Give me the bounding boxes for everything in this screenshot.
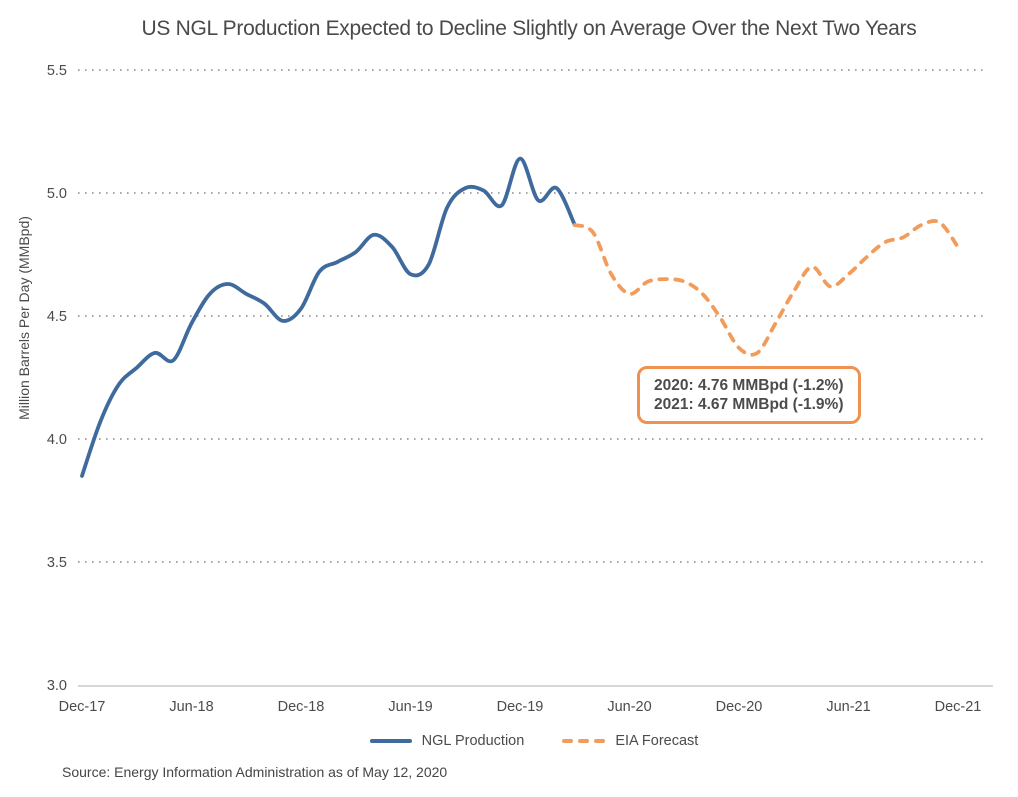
legend-item-eia-forecast: EIA Forecast — [562, 733, 698, 749]
y-tick-label: 4.0 — [47, 432, 67, 448]
legend-swatch-solid-line-icon — [369, 739, 412, 743]
y-tick-label: 3.5 — [47, 555, 67, 571]
ngl-production-line — [80, 156, 577, 478]
y-tick-label: 5.0 — [47, 186, 67, 202]
x-tick-label: Jun-18 — [169, 699, 213, 715]
y-tick-label: 3.0 — [47, 678, 67, 694]
y-tick-label: 4.5 — [47, 309, 67, 325]
legend-label-ngl-production: NGL Production — [421, 733, 525, 749]
annotation-line-2021: 2021: 4.67 MMBpd (-1.9%) — [654, 396, 844, 413]
chart-title: US NGL Production Expected to Decline Sl… — [141, 17, 917, 40]
legend-item-ngl-production: NGL Production — [369, 733, 525, 749]
x-tick-label: Jun-21 — [826, 699, 870, 715]
legend-label-eia-forecast: EIA Forecast — [615, 733, 699, 749]
source-note: Source: Energy Information Administratio… — [62, 764, 448, 780]
annotation-line-2020: 2020: 4.76 MMBpd (-1.2%) — [654, 377, 844, 394]
x-tick-label: Dec-17 — [59, 699, 106, 715]
legend: NGL Production EIA Forecast — [78, 730, 990, 752]
x-tick-label: Dec-18 — [278, 699, 325, 715]
forecast-annotation: 2020: 4.76 MMBpd (-1.2%) 2021: 4.67 MMBp… — [637, 366, 861, 424]
x-tick-label: Jun-20 — [607, 699, 651, 715]
x-tick-label: Dec-21 — [935, 699, 982, 715]
eia-forecast-line — [572, 219, 960, 357]
x-tick-label: Jun-19 — [388, 699, 432, 715]
x-tick-label: Dec-20 — [716, 699, 763, 715]
y-tick-label: 5.5 — [47, 63, 67, 79]
x-tick-label: Dec-19 — [497, 699, 544, 715]
legend-swatch-dashed-line-icon — [562, 738, 606, 744]
